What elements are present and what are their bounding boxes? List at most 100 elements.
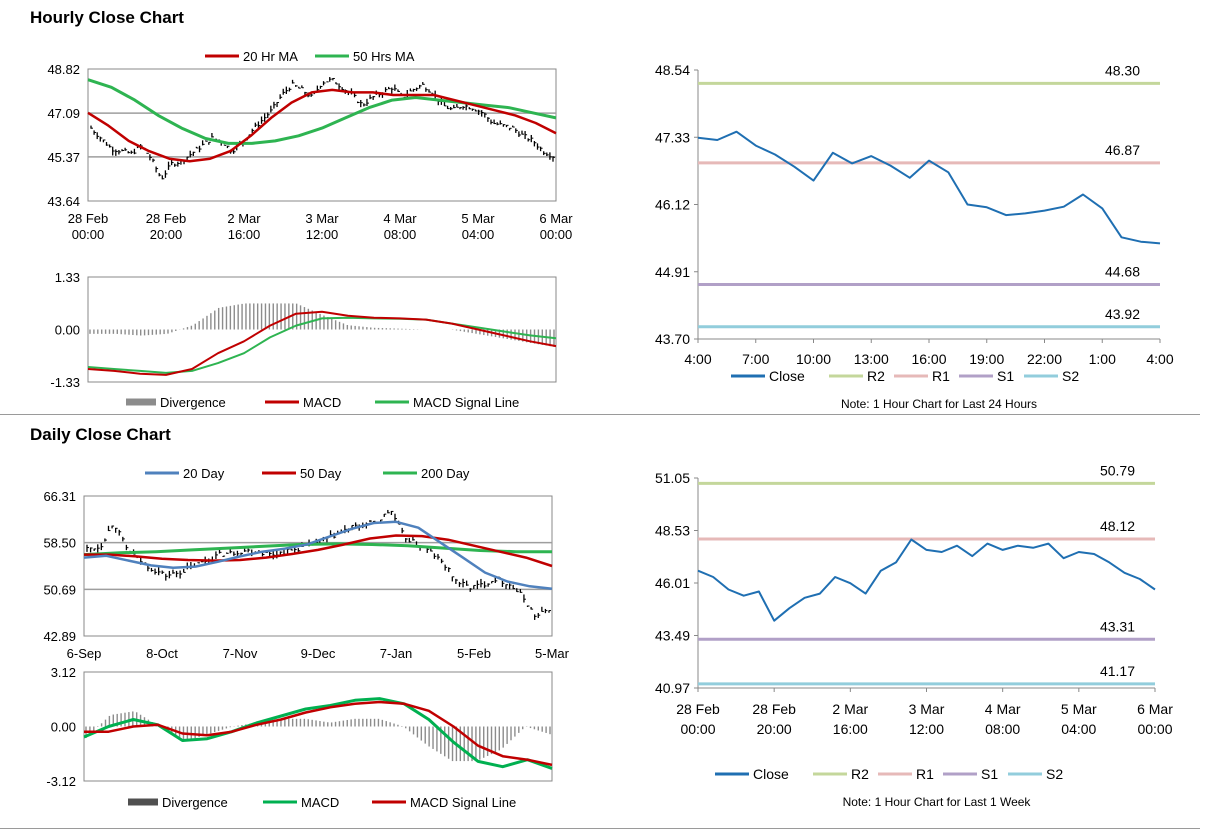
hourly-price-y-tick: 43.64 xyxy=(47,194,80,209)
daily-week-legend-label: R2 xyxy=(851,766,869,782)
section-divider-top xyxy=(0,414,1200,415)
daily-week-y-tick: 48.53 xyxy=(655,523,690,539)
hourly-24h-x-tick: 19:00 xyxy=(969,351,1004,367)
hourly-price-x-tick: 2 Mar xyxy=(227,211,261,226)
hourly-24h-legend-label: R1 xyxy=(932,368,950,384)
hourly-price-x-tick: 08:00 xyxy=(384,227,417,242)
daily-macd-y-tick: 3.12 xyxy=(51,665,76,680)
daily-macd-y-tick: 0.00 xyxy=(51,720,76,735)
hourly-legend-macd-label: MACD xyxy=(303,395,341,410)
daily-price-x-tick: 7-Jan xyxy=(380,646,413,661)
daily-price-x-tick: 6-Sep xyxy=(67,646,102,661)
hourly-macd-signal-line xyxy=(87,316,557,374)
hourly-24h-y-tick: 43.70 xyxy=(655,331,690,347)
hourly-price-x-tick: 20:00 xyxy=(150,227,183,242)
hourly-24h-x-tick: 4:00 xyxy=(684,351,711,367)
daily-macd-plot-frame xyxy=(83,671,553,782)
hourly-price-x-tick: 3 Mar xyxy=(305,211,339,226)
daily-week-legend-label: Close xyxy=(753,766,789,782)
hourly-price-x-tick: 28 Feb xyxy=(68,211,108,226)
daily-macd-y-tick: -3.12 xyxy=(46,774,76,789)
daily-week-x-tick: 00:00 xyxy=(680,721,715,737)
hourly-legend-signal-label: MACD Signal Line xyxy=(413,395,519,410)
daily-week-x-tick: 08:00 xyxy=(985,721,1020,737)
hourly-24h-y-tick: 48.54 xyxy=(655,62,690,78)
hourly-24h-legend-label: Close xyxy=(769,368,805,384)
daily-week-y-tick: 46.01 xyxy=(655,575,690,591)
hourly-macd-y-tick: 1.33 xyxy=(55,270,80,285)
hourly-24h-x-tick: 13:00 xyxy=(854,351,889,367)
daily-week-x-tick: 28 Feb xyxy=(676,701,720,717)
daily-week-x-tick: 2 Mar xyxy=(832,701,868,717)
daily-week-x-tick: 20:00 xyxy=(757,721,792,737)
hourly-price-x-tick: 4 Mar xyxy=(383,211,417,226)
daily-week-x-tick: 3 Mar xyxy=(909,701,945,717)
hourly-24h-x-tick: 22:00 xyxy=(1027,351,1062,367)
hourly-24h-y-tick: 46.12 xyxy=(655,197,690,213)
hourly-legend-divergence-label: Divergence xyxy=(160,395,226,410)
hourly-24h-x-tick: 16:00 xyxy=(911,351,946,367)
hourly-price-y-tick: 47.09 xyxy=(47,106,80,121)
hourly-price-plot-frame xyxy=(87,68,557,202)
daily-week-y-tick: 40.97 xyxy=(655,680,690,696)
hourly-24h-note: Note: 1 Hour Chart for Last 24 Hours xyxy=(841,397,1037,411)
hourly-price-y-tick: 45.37 xyxy=(47,150,80,165)
hourly-24h-y-tick: 47.33 xyxy=(655,129,690,145)
daily-week-x-tick: 4 Mar xyxy=(985,701,1021,717)
hourly-24h-x-tick: 7:00 xyxy=(742,351,769,367)
hourly-24h-level-label-s1: 44.68 xyxy=(1105,264,1140,280)
hourly-macd-plot-frame xyxy=(87,276,557,383)
hourly-macd-y-tick: 0.00 xyxy=(55,323,80,338)
daily-week-legend-label: S1 xyxy=(981,766,998,782)
hourly-24h-legend-label: R2 xyxy=(867,368,885,384)
daily-price-x-tick: 7-Nov xyxy=(223,646,258,661)
hourly-price-x-tick: 12:00 xyxy=(306,227,339,242)
daily-price-x-tick: 9-Dec xyxy=(301,646,336,661)
daily-week-level-label-r1: 48.12 xyxy=(1100,518,1135,534)
daily-week-x-tick: 28 Feb xyxy=(752,701,796,717)
daily-price-x-tick: 5-Feb xyxy=(457,646,491,661)
daily-week-y-tick: 51.05 xyxy=(655,470,690,486)
daily-section-title: Daily Close Chart xyxy=(30,425,171,444)
daily-legend-200day-label: 200 Day xyxy=(421,466,470,481)
daily-20day-line xyxy=(83,520,553,590)
hourly-macd-y-tick: -1.33 xyxy=(50,375,80,390)
daily-price-y-tick: 42.89 xyxy=(43,629,76,644)
daily-legend-macd-label: MACD xyxy=(301,795,339,810)
daily-legend-50day-label: 50 Day xyxy=(300,466,342,481)
hourly-24h-x-tick: 4:00 xyxy=(1146,351,1173,367)
hourly-price-x-tick: 5 Mar xyxy=(461,211,495,226)
daily-week-level-label-s2: 41.17 xyxy=(1100,663,1135,679)
daily-week-legend-label: S2 xyxy=(1046,766,1063,782)
daily-week-close-line xyxy=(697,538,1156,622)
hourly-price-x-tick: 00:00 xyxy=(540,227,573,242)
daily-week-x-tick: 16:00 xyxy=(833,721,868,737)
hourly-24h-y-tick: 44.91 xyxy=(655,264,690,280)
daily-price-x-tick: 5-Mar xyxy=(535,646,570,661)
hourly-24h-x-tick: 10:00 xyxy=(796,351,831,367)
hourly-price-x-tick: 28 Feb xyxy=(146,211,186,226)
hourly-24h-close-line xyxy=(697,130,1161,245)
daily-legend-20day-label: 20 Day xyxy=(183,466,225,481)
daily-price-y-tick: 66.31 xyxy=(43,489,76,504)
daily-50day-line xyxy=(84,534,553,568)
hourly-macd-line xyxy=(87,310,557,376)
daily-week-y-tick: 43.49 xyxy=(655,628,690,644)
hourly-24h-level-label-r1: 46.87 xyxy=(1105,142,1140,158)
hourly-20hr-ma-line xyxy=(87,88,557,163)
section-divider-bottom xyxy=(0,828,1200,829)
daily-week-note: Note: 1 Hour Chart for Last 1 Week xyxy=(843,795,1032,809)
hourly-24h-x-tick: 1:00 xyxy=(1089,351,1116,367)
hourly-price-x-tick: 00:00 xyxy=(72,227,105,242)
daily-200day-line xyxy=(83,542,552,557)
hourly-24h-legend-label: S1 xyxy=(997,368,1014,384)
daily-week-level-label-s1: 43.31 xyxy=(1100,618,1135,634)
daily-week-x-tick: 5 Mar xyxy=(1061,701,1097,717)
daily-week-level-label-r2: 50.79 xyxy=(1100,462,1135,478)
daily-week-legend-label: R1 xyxy=(916,766,934,782)
daily-price-y-tick: 50.69 xyxy=(43,582,76,597)
hourly-price-x-tick: 6 Mar xyxy=(539,211,573,226)
hourly-legend-50hr-label: 50 Hrs MA xyxy=(353,49,415,64)
daily-week-x-tick: 6 Mar xyxy=(1137,701,1173,717)
